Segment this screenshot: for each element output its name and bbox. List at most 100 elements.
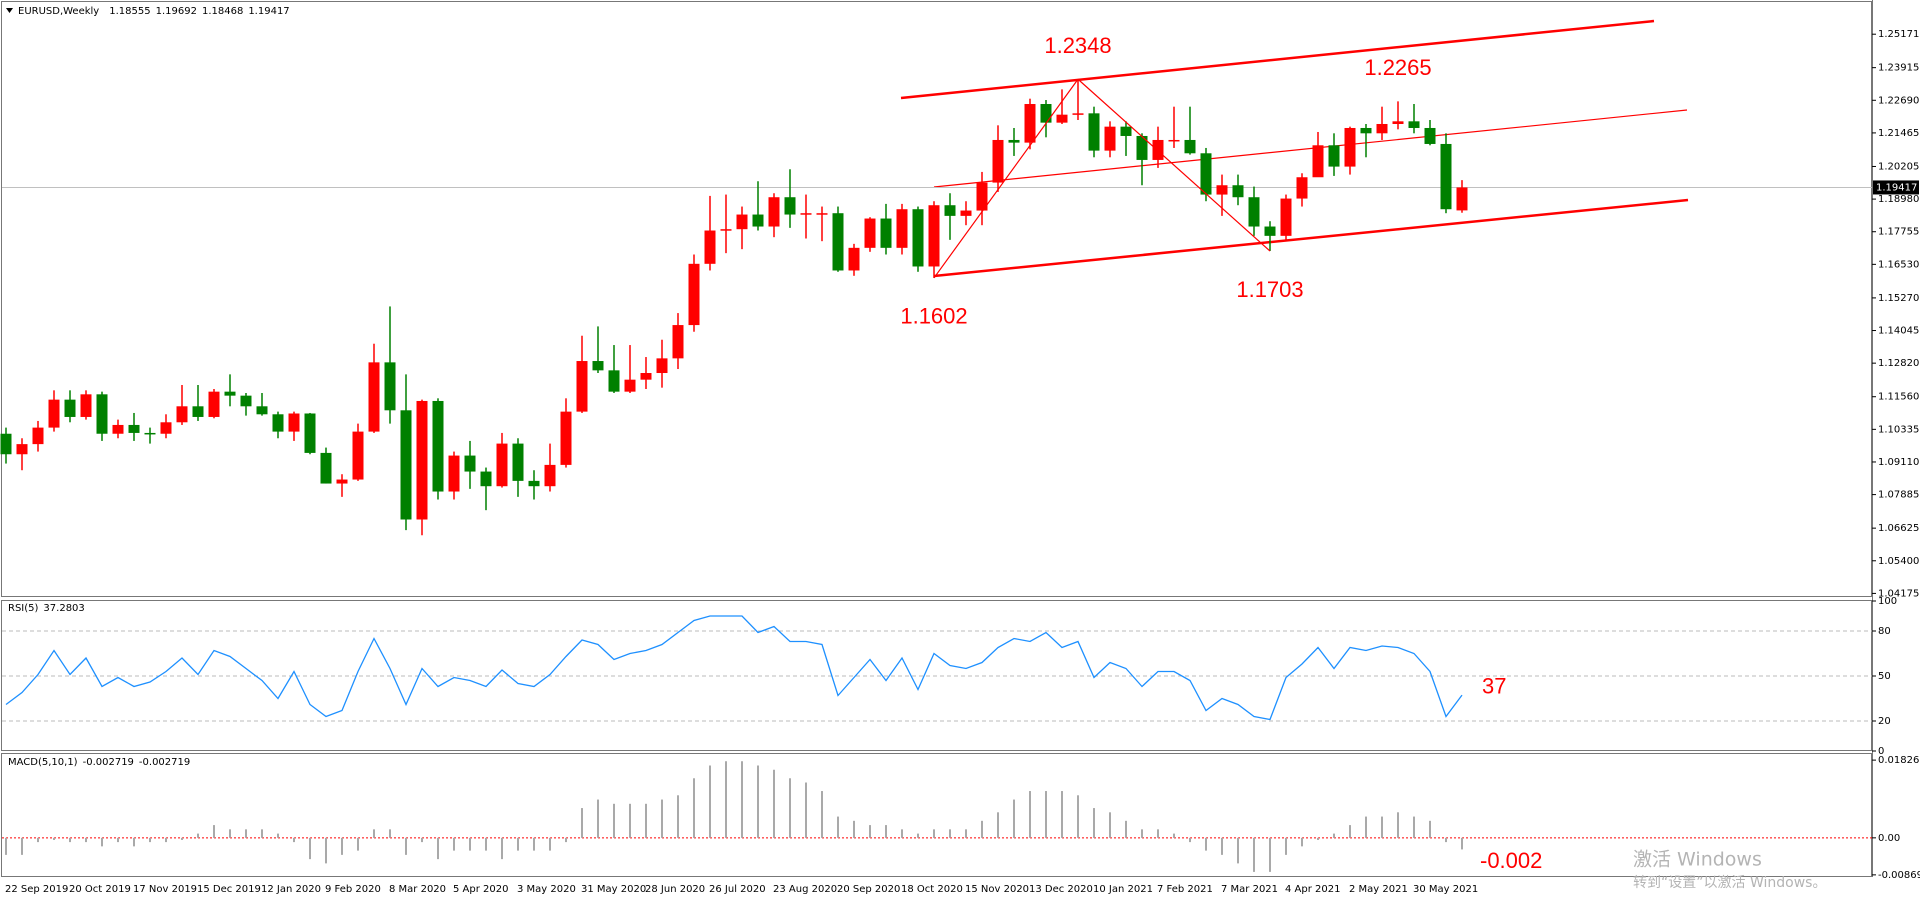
candle-body xyxy=(704,230,716,264)
annotation: 1.2348 xyxy=(1044,33,1111,58)
candle-body xyxy=(496,443,508,487)
candle-body xyxy=(1008,139,1020,143)
x-tick-label: 28 Jun 2020 xyxy=(645,884,705,895)
menu-triangle xyxy=(6,8,13,13)
candle-body xyxy=(32,427,44,445)
candle-body xyxy=(1312,145,1324,178)
candle-body xyxy=(512,443,524,481)
header-close: 1.19417 xyxy=(248,6,289,17)
y-tick-label: 1.06625 xyxy=(1878,523,1919,534)
candle-body xyxy=(1200,153,1212,195)
candle-body xyxy=(720,229,732,231)
channel-mid xyxy=(933,109,1688,188)
macd-header: MACD(5,10,1) -0.002719 -0.002719 xyxy=(8,757,190,768)
candle-body xyxy=(240,395,252,407)
candle-body xyxy=(576,361,588,412)
candle-body xyxy=(592,361,604,371)
candle-body xyxy=(1296,177,1308,199)
candle-body xyxy=(336,479,348,484)
candle-body xyxy=(256,406,268,415)
candle-body xyxy=(1408,121,1420,128)
x-tick-label: 13 Dec 2020 xyxy=(1029,884,1093,895)
candle-body xyxy=(400,410,412,520)
candle-body xyxy=(1248,197,1260,227)
main-panel xyxy=(1,1,1872,597)
zigzag xyxy=(1077,78,1271,252)
candle-body xyxy=(1104,126,1116,151)
x-tick-label: 26 Jul 2020 xyxy=(709,884,766,895)
x-tick-label: 3 May 2020 xyxy=(517,884,576,895)
symbol: EURUSD,Weekly xyxy=(18,6,99,17)
channel-lower xyxy=(933,198,1689,278)
candle-body xyxy=(1168,139,1180,142)
candle-body xyxy=(528,480,540,487)
macd-panel xyxy=(1,753,1872,877)
candle-body xyxy=(992,139,1004,183)
y-tick-label: 100 xyxy=(1878,596,1897,607)
rsi-value: 37.2803 xyxy=(43,603,84,614)
x-tick-label: 15 Nov 2020 xyxy=(965,884,1029,895)
x-tick-label: 15 Dec 2019 xyxy=(197,884,261,895)
y-tick-label: 1.14045 xyxy=(1878,326,1919,337)
candle-body xyxy=(1056,114,1068,123)
candle-body xyxy=(640,373,652,380)
y-tick-label: 1.11560 xyxy=(1878,392,1919,403)
x-tick-label: 31 May 2020 xyxy=(581,884,646,895)
candle-body xyxy=(448,455,460,492)
candle-body xyxy=(384,362,396,411)
candle-body xyxy=(816,213,828,215)
x-tick-label: 30 May 2021 xyxy=(1413,884,1478,895)
candle-body xyxy=(464,455,476,472)
candle-body xyxy=(208,391,220,417)
candle-body xyxy=(176,406,188,423)
annotation: 1.1703 xyxy=(1236,277,1303,302)
y-tick-label: 1.12820 xyxy=(1878,358,1919,369)
channel-upper xyxy=(900,19,1655,100)
x-tick-label: 10 Jan 2021 xyxy=(1093,884,1153,895)
candle-body xyxy=(1264,226,1276,236)
candle-body xyxy=(1232,185,1244,198)
y-tick-label: 1.25171 xyxy=(1878,29,1919,40)
x-tick-label: 7 Mar 2021 xyxy=(1221,884,1278,895)
candle-body xyxy=(960,210,972,216)
annotation: 37 xyxy=(1482,673,1506,698)
candle-body xyxy=(416,400,428,520)
y-tick-label: 1.22690 xyxy=(1878,95,1919,106)
price-box xyxy=(1873,180,1919,195)
header-high: 1.19692 xyxy=(156,6,197,17)
y-tick-label: 0.018263 xyxy=(1878,755,1920,766)
candle-body xyxy=(144,432,156,435)
rsi-line xyxy=(5,615,1463,721)
y-tick-label: 0 xyxy=(1878,746,1884,757)
candle-body xyxy=(672,325,684,359)
candle-body xyxy=(1120,126,1132,136)
y-tick-label: 1.20205 xyxy=(1878,161,1919,172)
candle-body xyxy=(896,209,908,248)
candle-body xyxy=(784,197,796,215)
y-tick-label: 1.16530 xyxy=(1878,259,1919,270)
candle-body xyxy=(800,213,812,215)
candle-body xyxy=(1136,135,1148,160)
price-label: 1.19417 xyxy=(1876,182,1917,193)
candle-body xyxy=(1328,145,1340,167)
x-tick-label: 22 Sep 2019 xyxy=(5,884,68,895)
candle-body xyxy=(976,182,988,211)
candle-body xyxy=(1088,113,1100,151)
y-tick-label: 1.17755 xyxy=(1878,227,1919,238)
candle-body xyxy=(624,379,636,392)
y-tick-label: 20 xyxy=(1878,716,1891,727)
y-tick-label: 1.04175 xyxy=(1878,588,1919,599)
candle-body xyxy=(1392,121,1404,124)
y-tick-label: 1.15270 xyxy=(1878,293,1919,304)
main-header: EURUSD,Weekly 1.18555 1.19692 1.18468 1.1941… xyxy=(18,6,290,17)
watermark-subtitle: 转到“设置”以激活 Windows。 xyxy=(1633,874,1826,891)
candle-body xyxy=(864,218,876,248)
annotation: -0.002 xyxy=(1480,848,1542,873)
candle-body xyxy=(96,394,108,434)
x-tick-label: 7 Feb 2021 xyxy=(1157,884,1213,895)
candle-body xyxy=(16,444,28,455)
rsi-name: RSI(5) xyxy=(8,603,39,614)
candle-body xyxy=(368,362,380,432)
